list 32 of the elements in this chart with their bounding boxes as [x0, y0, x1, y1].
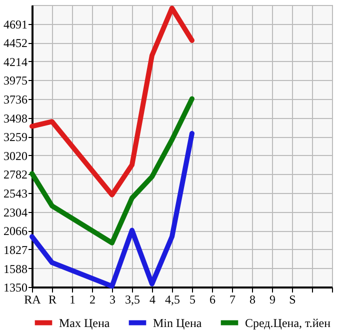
y-tick-label: 3736 — [4, 92, 28, 107]
y-tick-label: 4452 — [4, 36, 28, 50]
x-tick-label: 4 — [150, 292, 156, 306]
x-tick-label: 1 — [70, 292, 76, 306]
y-tick-label: 2543 — [4, 186, 28, 201]
x-tick-label: RA — [24, 292, 42, 306]
y-tick-label: 4214 — [4, 54, 28, 69]
y-tick-label: 3498 — [4, 111, 28, 126]
y-tick-label: 3975 — [4, 74, 28, 88]
legend-label: Сред.Цена, т.йен — [245, 316, 332, 330]
x-tick-label: R — [48, 292, 57, 306]
y-tick-label: 3020 — [4, 148, 28, 163]
y-tick-label: 3259 — [4, 130, 28, 144]
y-tick-label: 4691 — [4, 17, 28, 32]
y-tick-label: 1588 — [4, 262, 28, 276]
x-tick-label: 5 — [190, 292, 196, 306]
x-tick-label: 6 — [210, 292, 216, 306]
y-tick-label: 2304 — [4, 205, 28, 220]
x-tick-label: 2 — [90, 292, 96, 306]
y-tick-label: 2782 — [4, 168, 28, 182]
x-tick-label: S — [289, 292, 296, 306]
y-tick-label: 1827 — [4, 242, 28, 257]
x-tick-label: 8 — [250, 292, 256, 306]
x-tick-label: 7 — [230, 292, 236, 306]
x-tick-label: 3 — [110, 292, 116, 306]
y-tick-label: 1350 — [4, 280, 28, 294]
x-tick-label: 4,5 — [165, 292, 180, 306]
x-tick-label: 3,5 — [125, 292, 140, 306]
x-tick-label: 9 — [270, 292, 276, 306]
y-tick-label: 2066 — [4, 224, 28, 238]
legend-label: Max Цена — [59, 316, 110, 330]
legend-label: Min Цена — [153, 316, 202, 330]
